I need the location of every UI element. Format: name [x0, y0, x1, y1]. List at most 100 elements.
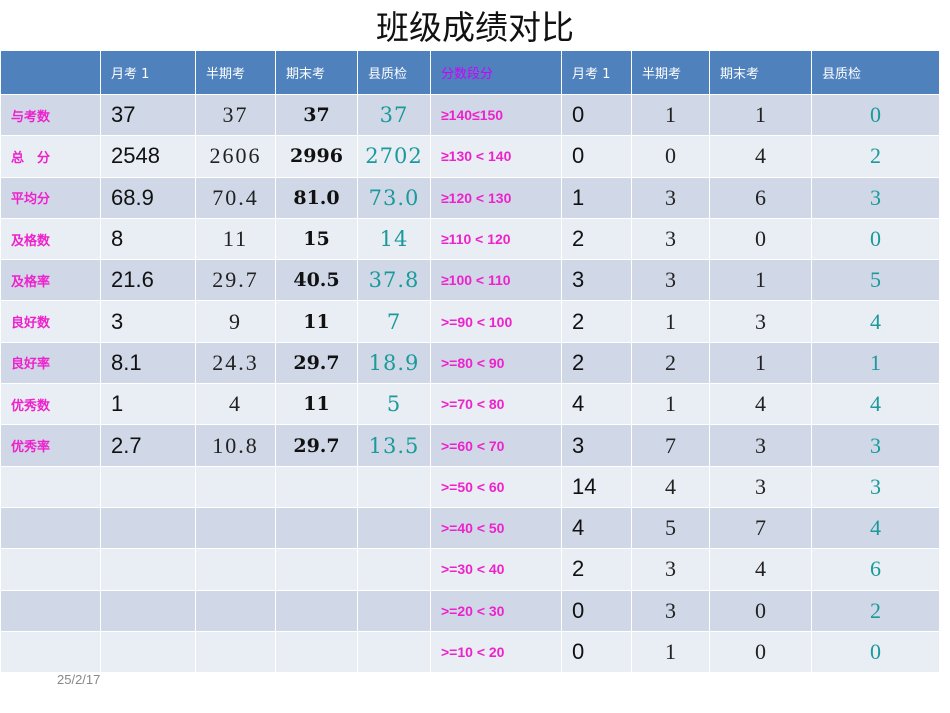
footer-date: 25/2/17 — [57, 672, 101, 687]
stat-label: 优秀数 — [0, 383, 101, 426]
segment-monthly1: 0 — [561, 135, 632, 178]
segment-final: 1 — [709, 259, 812, 302]
segment-monthly1: 4 — [561, 506, 632, 550]
stat-midterm: 37 — [195, 93, 276, 137]
table-row: >=10 < 20 0 1 0 0 — [0, 630, 940, 674]
stat-final: 40.5 — [275, 259, 358, 302]
table-row: >=40 < 50 4 5 7 4 — [0, 506, 940, 550]
segment-midterm: 1 — [631, 300, 710, 343]
stat-monthly1 — [100, 630, 196, 674]
segment-range: ≥140≤150 — [430, 93, 562, 137]
stat-final — [275, 630, 358, 674]
page-title: 班级成绩对比 — [376, 8, 574, 47]
stat-final: 37 — [275, 93, 358, 137]
table-row: 与考数 37 37 37 37 ≥140≤150 0 1 1 0 — [0, 93, 940, 137]
segment-midterm: 3 — [631, 548, 710, 591]
stat-monthly1 — [100, 506, 196, 550]
header-score-segment: 分数段分 — [430, 50, 562, 95]
segment-final: 0 — [709, 630, 812, 674]
stat-label: 及格率 — [0, 259, 101, 302]
stat-midterm: 9 — [195, 300, 276, 343]
stat-county: 14 — [357, 217, 431, 261]
stat-final: 11 — [275, 300, 358, 343]
segment-county: 5 — [811, 259, 940, 302]
segment-range: ≥120 < 130 — [430, 176, 562, 219]
table-row: >=30 < 40 2 3 4 6 — [0, 548, 940, 591]
stat-monthly1: 2548 — [100, 135, 196, 178]
header-county: 县质检 — [357, 50, 431, 95]
header-row: 月考 1 半期考 期末考 县质检 分数段分 月考 1 半期考 期末考 县质检 — [0, 50, 940, 95]
segment-county: 3 — [811, 424, 940, 467]
table-row: >=20 < 30 0 3 0 2 — [0, 589, 940, 632]
segment-range: >=30 < 40 — [430, 548, 562, 591]
segment-final: 1 — [709, 341, 812, 385]
header-seg-monthly1: 月考 1 — [561, 50, 632, 95]
segment-county: 4 — [811, 506, 940, 550]
stat-label — [0, 548, 101, 591]
segment-range: ≥110 < 120 — [430, 217, 562, 261]
segment-range: >=80 < 90 — [430, 341, 562, 385]
segment-midterm: 1 — [631, 630, 710, 674]
stat-midterm: 29.7 — [195, 259, 276, 302]
stat-monthly1: 2.7 — [100, 424, 196, 467]
header-seg-final: 期末考 — [709, 50, 812, 95]
stat-county — [357, 506, 431, 550]
stat-final — [275, 506, 358, 550]
stat-county: 37.8 — [357, 259, 431, 302]
stat-midterm: 4 — [195, 383, 276, 426]
segment-final: 4 — [709, 383, 812, 426]
segment-monthly1: 0 — [561, 93, 632, 137]
segment-range: >=40 < 50 — [430, 506, 562, 550]
segment-monthly1: 2 — [561, 300, 632, 343]
segment-final: 0 — [709, 589, 812, 632]
stat-midterm — [195, 465, 276, 508]
stat-label: 平均分 — [0, 176, 101, 219]
header-seg-county: 县质检 — [811, 50, 940, 95]
segment-midterm: 3 — [631, 589, 710, 632]
stat-county: 37 — [357, 93, 431, 137]
stat-monthly1: 37 — [100, 93, 196, 137]
segment-county: 3 — [811, 465, 940, 508]
stat-monthly1 — [100, 548, 196, 591]
segment-midterm: 1 — [631, 93, 710, 137]
segment-final: 4 — [709, 135, 812, 178]
segment-range: >=20 < 30 — [430, 589, 562, 632]
stat-final: 29.7 — [275, 341, 358, 385]
stat-county: 5 — [357, 383, 431, 426]
stat-monthly1 — [100, 465, 196, 508]
segment-range: >=60 < 70 — [430, 424, 562, 467]
table-row: 平均分 68.9 70.4 81.0 73.0 ≥120 < 130 1 3 6 3 — [0, 176, 940, 219]
stat-final: 15 — [275, 217, 358, 261]
stat-midterm: 11 — [195, 217, 276, 261]
segment-range: >=50 < 60 — [430, 465, 562, 508]
segment-range: ≥100 < 110 — [430, 259, 562, 302]
segment-midterm: 5 — [631, 506, 710, 550]
segment-range: >=90 < 100 — [430, 300, 562, 343]
stat-county: 2702 — [357, 135, 431, 178]
stat-midterm: 70.4 — [195, 176, 276, 219]
segment-county: 4 — [811, 383, 940, 426]
segment-final: 4 — [709, 548, 812, 591]
stat-label: 良好率 — [0, 341, 101, 385]
segment-midterm: 1 — [631, 383, 710, 426]
stat-midterm — [195, 630, 276, 674]
segment-county: 2 — [811, 135, 940, 178]
table-row: 及格数 8 11 15 14 ≥110 < 120 2 3 0 0 — [0, 217, 940, 261]
stat-label — [0, 589, 101, 632]
stat-midterm — [195, 589, 276, 632]
stat-label — [0, 506, 101, 550]
stat-final: 2996 — [275, 135, 358, 178]
stat-monthly1: 8.1 — [100, 341, 196, 385]
stat-county — [357, 630, 431, 674]
segment-monthly1: 2 — [561, 548, 632, 591]
stat-monthly1: 8 — [100, 217, 196, 261]
stat-midterm: 10.8 — [195, 424, 276, 467]
segment-county: 1 — [811, 341, 940, 385]
stat-label: 与考数 — [0, 93, 101, 137]
segment-midterm: 4 — [631, 465, 710, 508]
stat-final — [275, 465, 358, 508]
stat-county — [357, 548, 431, 591]
segment-monthly1: 3 — [561, 424, 632, 467]
stat-midterm: 24.3 — [195, 341, 276, 385]
table-row: 良好率 8.1 24.3 29.7 18.9 >=80 < 90 2 2 1 1 — [0, 341, 940, 385]
